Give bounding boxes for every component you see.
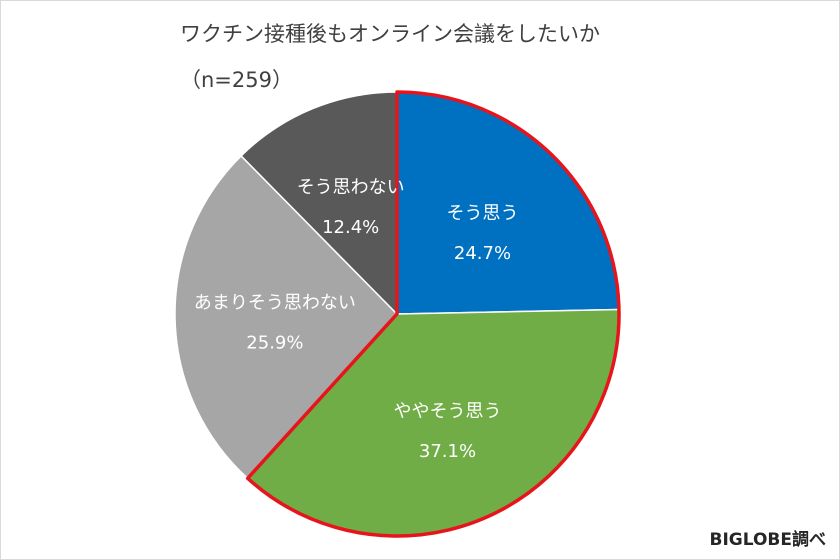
slice-category-label-3: あまりそう思わない xyxy=(194,293,356,314)
slice-value-label-4: 12.4% xyxy=(322,217,379,238)
pie-labels: そう思う 24.7% ややそう思う 37.1% あまりそう思わない 25.9% そう思わない… xyxy=(194,177,519,462)
slice-category-label-2: ややそう思う xyxy=(394,401,502,422)
chart-subtitle: （n=259） xyxy=(180,68,293,92)
slice-value-label-1: 24.7% xyxy=(454,243,511,264)
pie-slice-3 xyxy=(174,154,399,480)
slice-category-label-4: そう思わない xyxy=(297,177,405,198)
chart-title: ワクチン接種後もオンライン会議をしたいか xyxy=(180,22,600,46)
source-credit: BIGLOBE調べ xyxy=(709,530,827,550)
highlight-outline xyxy=(245,90,621,538)
pie-slice-4 xyxy=(240,91,398,316)
slice-category-label-1: そう思う xyxy=(447,203,519,224)
slice-value-label-3: 25.9% xyxy=(246,333,303,354)
slice-value-label-2: 37.1% xyxy=(419,441,476,462)
